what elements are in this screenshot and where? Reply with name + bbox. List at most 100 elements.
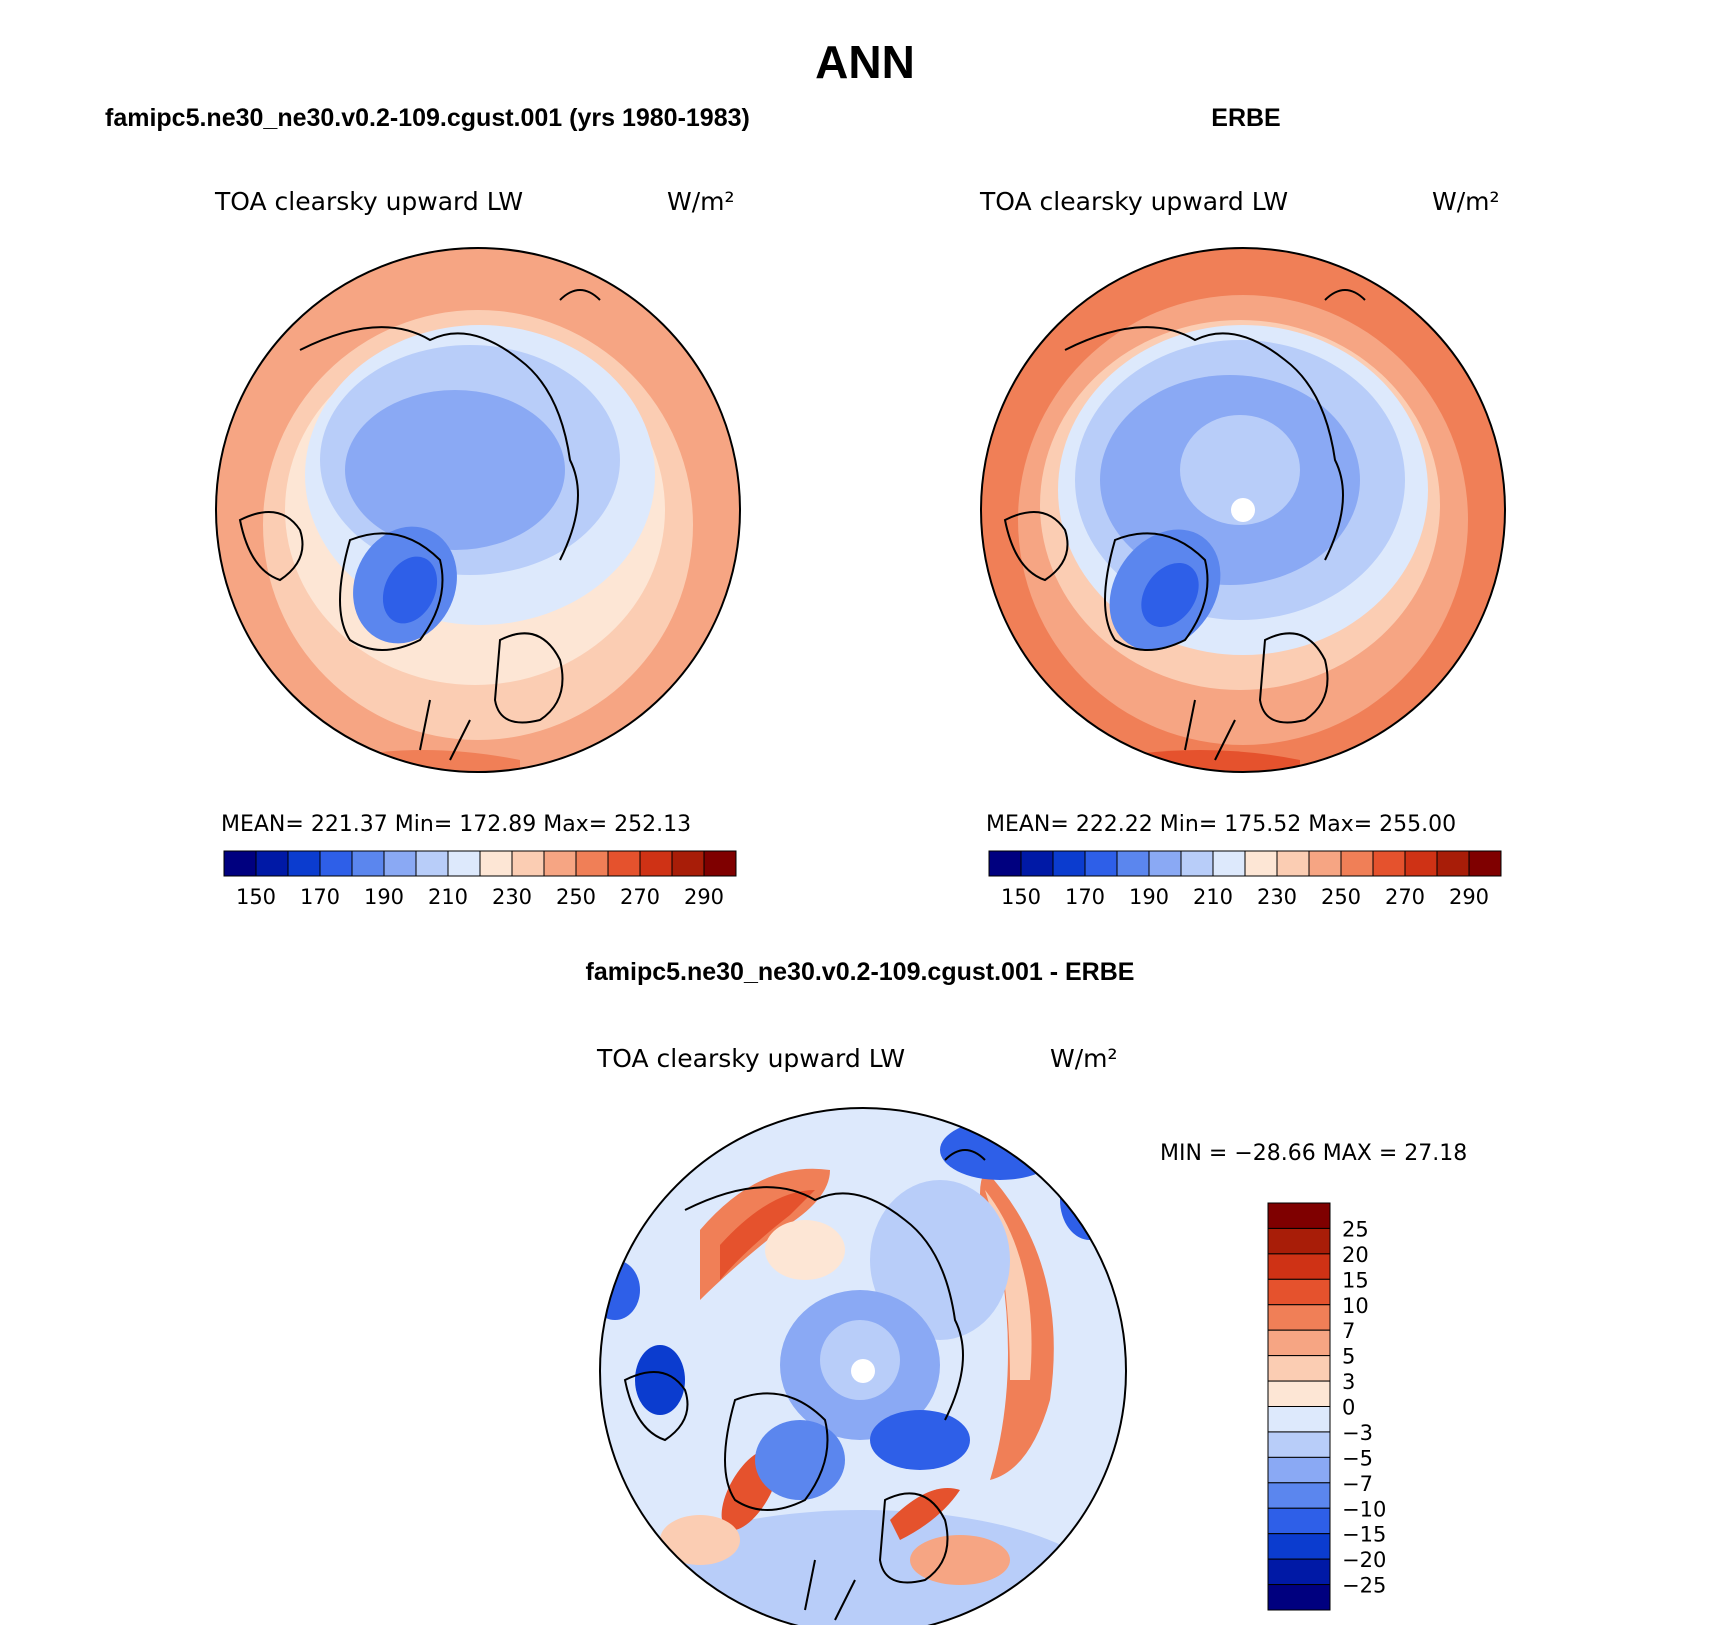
colorbar-swatch <box>1267 1202 1331 1229</box>
panel-model-stats: MEAN= 221.37 Min= 172.89 Max= 252.13 <box>221 812 691 837</box>
colorbar-tick-label: 150 <box>1001 885 1041 909</box>
colorbar-tick-label: 290 <box>684 885 724 909</box>
panel-diff: famipc5.ne30_ne30.v0.2-109.cgust.001 - E… <box>586 958 1467 1625</box>
colorbar-swatch <box>415 850 449 877</box>
colorbar-tick-label: 25 <box>1342 1217 1369 1241</box>
panel-obs-stats: MEAN= 222.22 Min= 175.52 Max= 255.00 <box>986 812 1456 837</box>
colorbar-tick-label: 210 <box>1193 885 1233 909</box>
colorbar-tick-label: 230 <box>492 885 532 909</box>
panel-model-map-border <box>215 247 741 773</box>
panel-diff-stats: MIN = −28.66 MAX = 27.18 <box>1160 1141 1467 1166</box>
colorbar-tick-label: 270 <box>1385 885 1425 909</box>
colorbar-swatch <box>1267 1456 1331 1484</box>
pole-hole <box>1231 498 1255 522</box>
colorbar-swatch <box>1267 1431 1331 1458</box>
panel-model-map <box>216 248 740 772</box>
colorbar-tick-label: 0 <box>1342 1396 1355 1420</box>
colorbar-tick-label: 15 <box>1342 1268 1369 1292</box>
panel-obs-variable: TOA clearsky upward LW <box>979 187 1288 216</box>
colorbar-tick-label: 250 <box>556 885 596 909</box>
colorbar-swatch <box>1267 1227 1331 1255</box>
panel-obs-header: ERBE <box>1211 104 1280 132</box>
colorbar-swatch <box>575 850 609 877</box>
colorbar-tick-label: 10 <box>1342 1294 1369 1318</box>
colorbar-swatch <box>287 850 321 877</box>
colorbar-swatch <box>447 850 481 877</box>
panel-obs-colorbar: 150 170 190 210 230 250 270 290 <box>988 850 1502 909</box>
colorbar-tick-label: 190 <box>364 885 404 909</box>
colorbar-swatch <box>1148 850 1182 877</box>
colorbar-swatch <box>351 850 385 877</box>
panel-model: famipc5.ne30_ne30.v0.2-109.cgust.001 (yr… <box>105 104 750 909</box>
colorbar-swatch <box>1267 1558 1331 1586</box>
colorbar-tick-label: 230 <box>1257 885 1297 909</box>
colorbar-swatch <box>1084 850 1118 877</box>
coastlines <box>623 1149 986 1621</box>
colorbar-tick-label: −25 <box>1342 1574 1386 1598</box>
panel-model-variable: TOA clearsky upward LW <box>214 187 523 216</box>
colorbar-tick-label: 20 <box>1342 1243 1369 1267</box>
colorbar-swatch <box>639 850 673 877</box>
colorbar-swatch <box>1244 850 1278 877</box>
colorbar-swatch <box>703 850 737 877</box>
colorbar-swatch <box>1116 850 1150 877</box>
colorbar-swatch <box>1267 1482 1331 1509</box>
colorbar-tick-label: 290 <box>1449 885 1489 909</box>
coastlines <box>1003 289 1366 761</box>
pole-hole <box>851 1359 875 1383</box>
colorbar-swatch <box>1020 850 1054 877</box>
colorbar-swatch <box>1267 1406 1331 1433</box>
colorbar-swatch <box>1212 850 1246 877</box>
colorbar-swatch <box>1267 1253 1331 1280</box>
colorbar-swatch <box>1052 850 1086 877</box>
panel-diff-variable: TOA clearsky upward LW <box>596 1044 905 1073</box>
colorbar-swatch <box>1267 1355 1331 1382</box>
panel-model-colorbar: 150 170 190 210 230 250 270 290 <box>223 850 737 909</box>
colorbar-tick-label: 270 <box>620 885 660 909</box>
colorbar-swatch <box>671 850 705 877</box>
colorbar-swatch <box>511 850 545 877</box>
colorbar-tick-label: 170 <box>300 885 340 909</box>
panel-diff-map-border <box>599 1107 1127 1625</box>
colorbar-swatch <box>607 850 641 877</box>
colorbar-tick-label: 150 <box>236 885 276 909</box>
colorbar-tick-label: 190 <box>1129 885 1169 909</box>
colorbar-swatch <box>1308 850 1342 877</box>
colorbar-swatch <box>543 850 577 877</box>
colorbar-tick-label: 170 <box>1065 885 1105 909</box>
colorbar-swatch <box>255 850 289 877</box>
panel-diff-header: famipc5.ne30_ne30.v0.2-109.cgust.001 - E… <box>586 958 1135 986</box>
colorbar-tick-label: 210 <box>428 885 468 909</box>
panel-model-header: famipc5.ne30_ne30.v0.2-109.cgust.001 (yr… <box>105 104 750 132</box>
colorbar-tick-label: −3 <box>1342 1421 1373 1445</box>
colorbar-tick-label: −20 <box>1342 1548 1386 1572</box>
panel-obs-map <box>981 248 1505 772</box>
colorbar-swatch <box>1436 850 1470 877</box>
colorbar-tick-label: −7 <box>1342 1472 1373 1496</box>
colorbar-swatch <box>1267 1278 1331 1306</box>
panel-diff-map <box>600 1108 1126 1625</box>
colorbar-swatch <box>383 850 417 877</box>
colorbar-swatch <box>1404 850 1438 877</box>
colorbar-swatch <box>1468 850 1502 877</box>
colorbar-swatch <box>1267 1584 1331 1611</box>
colorbar-tick-label: −15 <box>1342 1523 1386 1547</box>
colorbar-swatch <box>1267 1329 1331 1357</box>
colorbar-swatch <box>1267 1380 1331 1407</box>
colorbar-swatch <box>1267 1507 1331 1535</box>
colorbar-tick-label: 3 <box>1342 1370 1355 1394</box>
colorbar-swatch <box>988 850 1022 877</box>
colorbar-tick-label: 250 <box>1321 885 1361 909</box>
panel-diff-units: W/m² <box>1050 1044 1118 1073</box>
panel-obs: ERBE TOA clearsky upward LW W/m² <box>979 104 1506 909</box>
panel-obs-map-border <box>980 247 1506 773</box>
colorbar-tick-label: −5 <box>1342 1446 1373 1470</box>
coastlines <box>238 289 601 761</box>
colorbar-swatch <box>1276 850 1310 877</box>
colorbar-swatch <box>479 850 513 877</box>
panel-model-units: W/m² <box>667 187 735 216</box>
colorbar-swatch <box>1372 850 1406 877</box>
colorbar-swatch <box>1180 850 1214 877</box>
